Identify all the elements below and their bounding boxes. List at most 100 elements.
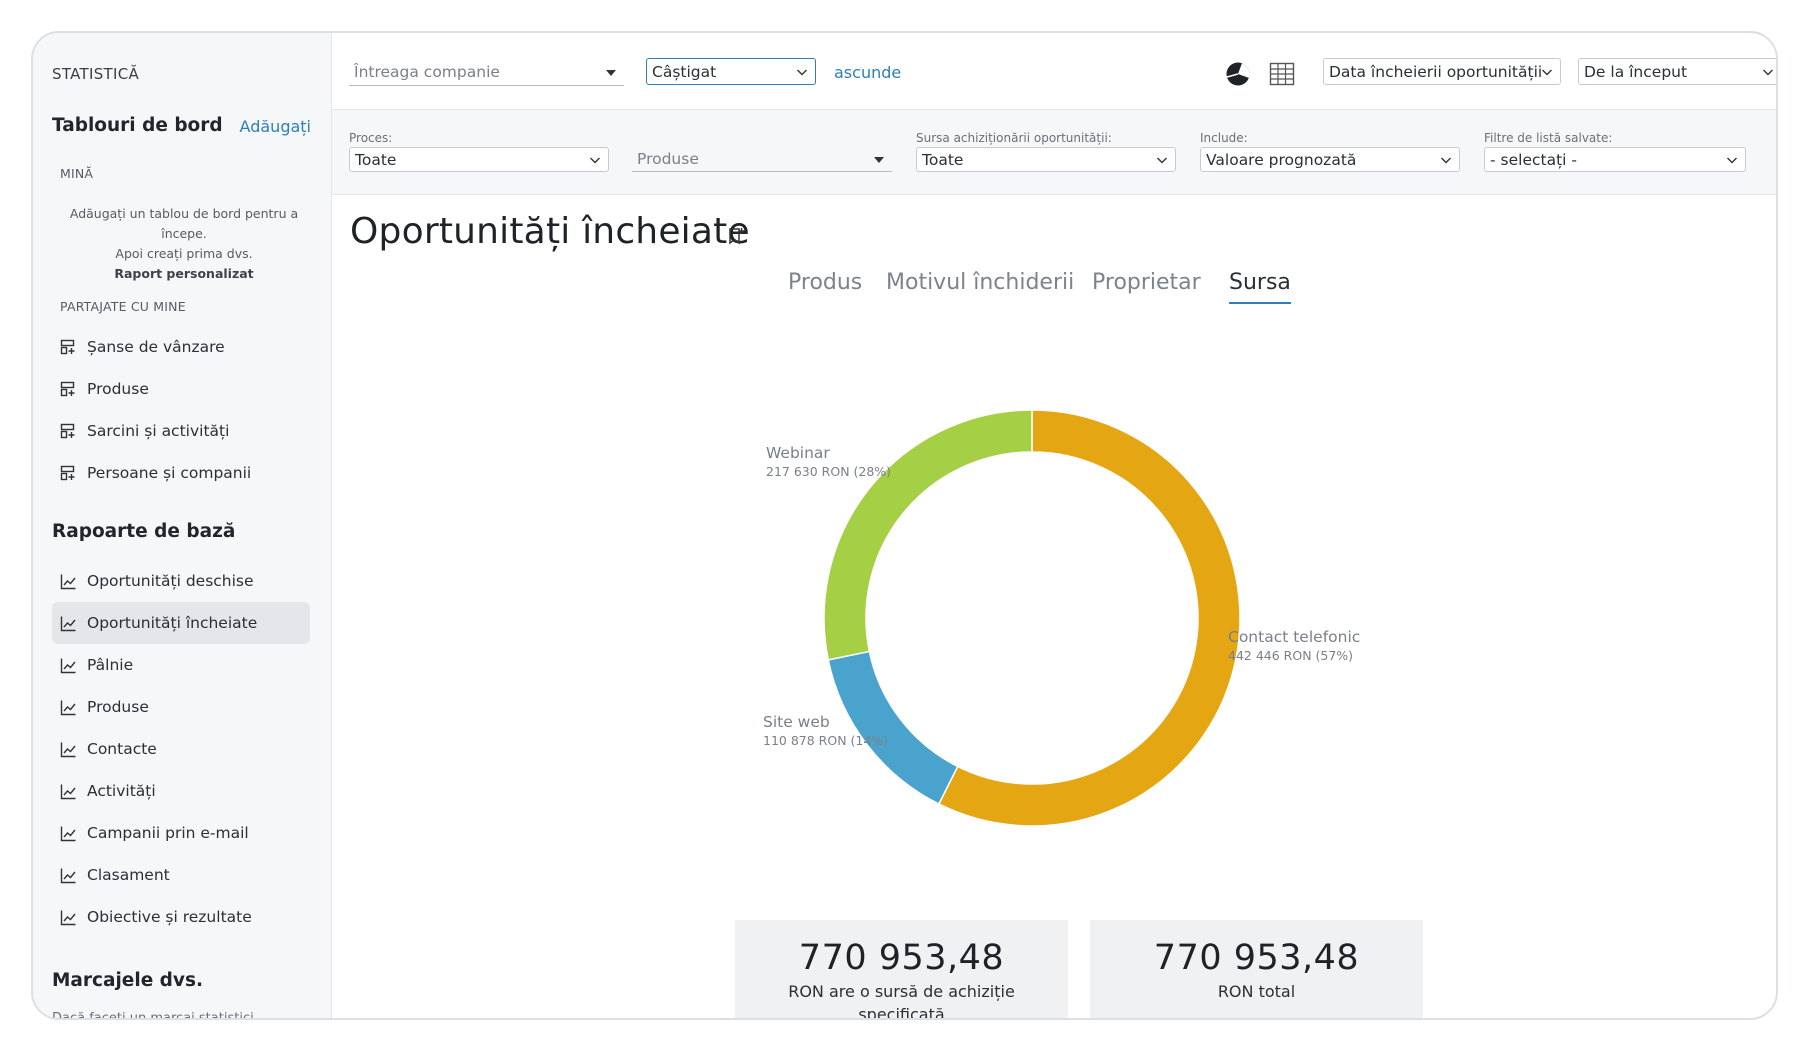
- dashboards-title: Tablouri de bord: [52, 115, 223, 136]
- app-window: STATISTICĂ Tablouri de bord Adăugați MIN…: [31, 31, 1778, 1020]
- line-chart-icon: [60, 826, 76, 841]
- table-view-icon[interactable]: [1269, 61, 1295, 87]
- include-select[interactable]: Valoare prognozată: [1200, 147, 1460, 172]
- products-select-placeholder: Produse: [637, 150, 699, 168]
- empty-dashboards-help: Adăugați un tablou de bord pentru a înce…: [53, 204, 315, 284]
- slice-label-name: Webinar: [766, 444, 830, 462]
- sidebar-item-produse-dashboard[interactable]: Produse: [52, 368, 310, 410]
- slice-label-value: 110 878 RON (14%): [763, 733, 889, 748]
- process-select[interactable]: Toate: [349, 147, 609, 172]
- process-select-value: Toate: [355, 150, 397, 169]
- company-select[interactable]: Întreaga companie: [349, 59, 624, 86]
- sidebar-item-clasament[interactable]: Clasament: [52, 854, 310, 896]
- sidebar-item-produse-report[interactable]: Produse: [52, 686, 310, 728]
- bookmarks-title: Marcajele dvs.: [52, 970, 204, 991]
- process-label: Proces:: [349, 131, 393, 145]
- date-field-select[interactable]: Data încheierii oportunității: [1323, 58, 1561, 85]
- saved-filters-label: Filtre de listă salvate:: [1484, 131, 1613, 145]
- stat-card-total: 770 953,48 RON total: [1090, 920, 1423, 1018]
- period-select-value: De la început: [1584, 62, 1688, 81]
- dashboard-icon: [60, 465, 75, 480]
- products-select[interactable]: Produse: [632, 147, 892, 172]
- sidebar-item-sarcini-activitati[interactable]: Sarcini și activități: [52, 410, 310, 452]
- sidebar-item-label: Șanse de vânzare: [87, 338, 225, 356]
- stat-caption: RON total: [1217, 982, 1296, 1001]
- caret-down-icon: [606, 70, 616, 76]
- chevron-down-icon: [1763, 69, 1773, 76]
- tab-sursa[interactable]: Sursa: [1229, 270, 1291, 304]
- mine-section-label: MINĂ: [60, 166, 94, 181]
- stat-caption: RON are o sursă de achiziție specificată: [788, 982, 1015, 1020]
- chevron-down-icon: [797, 69, 807, 76]
- chevron-down-icon: [1542, 69, 1552, 76]
- help-line: Adăugați un tablou de bord pentru a înce…: [69, 206, 299, 241]
- report-tabs: Produs Motivul închiderii Proprietar Sur…: [332, 270, 1776, 310]
- chevron-down-icon: [1441, 157, 1451, 164]
- status-select-value: Câștigat: [652, 62, 717, 81]
- pie-chart-view-icon[interactable]: [1225, 61, 1251, 87]
- hide-filters-link[interactable]: ascunde: [834, 63, 902, 82]
- shared-section-label: PARTAJATE CU MINE: [60, 299, 186, 314]
- donut-slice-webinar[interactable]: [823, 409, 1033, 661]
- sidebar-item-label: Sarcini și activități: [87, 422, 230, 440]
- slice-label-name: Site web: [763, 713, 830, 731]
- tab-produs[interactable]: Produs: [788, 270, 863, 295]
- add-dashboard-link[interactable]: Adăugați: [239, 117, 311, 136]
- slice-label-value: 217 630 RON (28%): [766, 464, 892, 479]
- bookmark-add-icon[interactable]: [727, 227, 745, 247]
- slice-label-value: 442 446 RON (57%): [1228, 648, 1354, 663]
- dashboard-icon: [60, 339, 75, 354]
- sidebar: STATISTICĂ Tablouri de bord Adăugați MIN…: [33, 33, 332, 1018]
- include-label: Include:: [1200, 131, 1248, 145]
- sidebar-item-label: Persoane și companii: [87, 464, 252, 482]
- stat-card-source-specified: 770 953,48 RON are o sursă de achiziție …: [735, 920, 1068, 1020]
- source-select[interactable]: Toate: [916, 147, 1176, 172]
- sidebar-item-obiective-rezultate[interactable]: Obiective și rezultate: [52, 896, 310, 938]
- slice-label-contact-telefonic: Contact telefonic 442 446 RON (57%): [1228, 628, 1360, 663]
- chevron-down-icon: [1727, 157, 1737, 164]
- slice-label-webinar: Webinar 217 630 RON (28%): [766, 444, 891, 479]
- line-chart-icon: [60, 784, 76, 799]
- help-line: Apoi creați prima dvs.: [115, 246, 253, 261]
- bookmarks-help-text: Dacă faceți un marcaj statistici: [52, 1011, 254, 1020]
- sidebar-item-label: Contacte: [87, 740, 157, 758]
- status-select[interactable]: Câștigat: [646, 58, 816, 85]
- source-label: Sursa achiziționării oportunității:: [916, 131, 1112, 145]
- sidebar-item-oportunitati-deschise[interactable]: Oportunități deschise: [52, 560, 310, 602]
- basic-reports-title: Rapoarte de bază: [52, 521, 236, 542]
- include-select-value: Valoare prognozată: [1206, 150, 1357, 169]
- sidebar-item-persoane-companii[interactable]: Persoane și companii: [52, 452, 310, 494]
- sidebar-item-activitati[interactable]: Activități: [52, 770, 310, 812]
- sidebar-item-label: Produse: [87, 698, 149, 716]
- donut-chart: [823, 409, 1241, 827]
- sidebar-item-palnie[interactable]: Pâlnie: [52, 644, 310, 686]
- line-chart-icon: [60, 574, 76, 589]
- sidebar-kicker: STATISTICĂ: [52, 65, 140, 83]
- saved-filters-select[interactable]: - selectați -: [1484, 147, 1746, 172]
- date-field-select-value: Data încheierii oportunității: [1329, 62, 1543, 81]
- page-title: Oportunități încheiate: [350, 211, 750, 252]
- dashboard-icon: [60, 381, 75, 396]
- sidebar-item-sanse-de-vanzare[interactable]: Șanse de vânzare: [52, 326, 310, 368]
- period-select[interactable]: De la început: [1578, 58, 1776, 85]
- tab-motivul-inchiderii[interactable]: Motivul închiderii: [886, 270, 1075, 295]
- company-select-value: Întreaga companie: [354, 63, 500, 81]
- sidebar-item-label: Oportunități deschise: [87, 572, 254, 590]
- sidebar-item-campanii-email[interactable]: Campanii prin e-mail: [52, 812, 310, 854]
- sidebar-item-label: Pâlnie: [87, 656, 134, 674]
- sidebar-item-label: Campanii prin e-mail: [87, 824, 249, 842]
- stat-value: 770 953,48: [1153, 938, 1360, 978]
- donut-slice-contact-telefonic[interactable]: [937, 409, 1241, 827]
- line-chart-icon: [60, 658, 76, 673]
- main-content: Întreaga companie Câștigat ascunde Data …: [332, 33, 1776, 1018]
- sidebar-item-oportunitati-incheiate[interactable]: Oportunități încheiate: [52, 602, 310, 644]
- top-toolbar: Întreaga companie Câștigat ascunde Data …: [332, 33, 1776, 110]
- sidebar-item-label: Clasament: [87, 866, 170, 884]
- tab-proprietar[interactable]: Proprietar: [1092, 270, 1201, 295]
- line-chart-icon: [60, 910, 76, 925]
- dashboard-icon: [60, 423, 75, 438]
- filter-bar: Proces: Toate Produse Sursa achiziționăr…: [332, 110, 1776, 195]
- chevron-down-icon: [590, 157, 600, 164]
- sidebar-item-contacte[interactable]: Contacte: [52, 728, 310, 770]
- line-chart-icon: [60, 868, 76, 883]
